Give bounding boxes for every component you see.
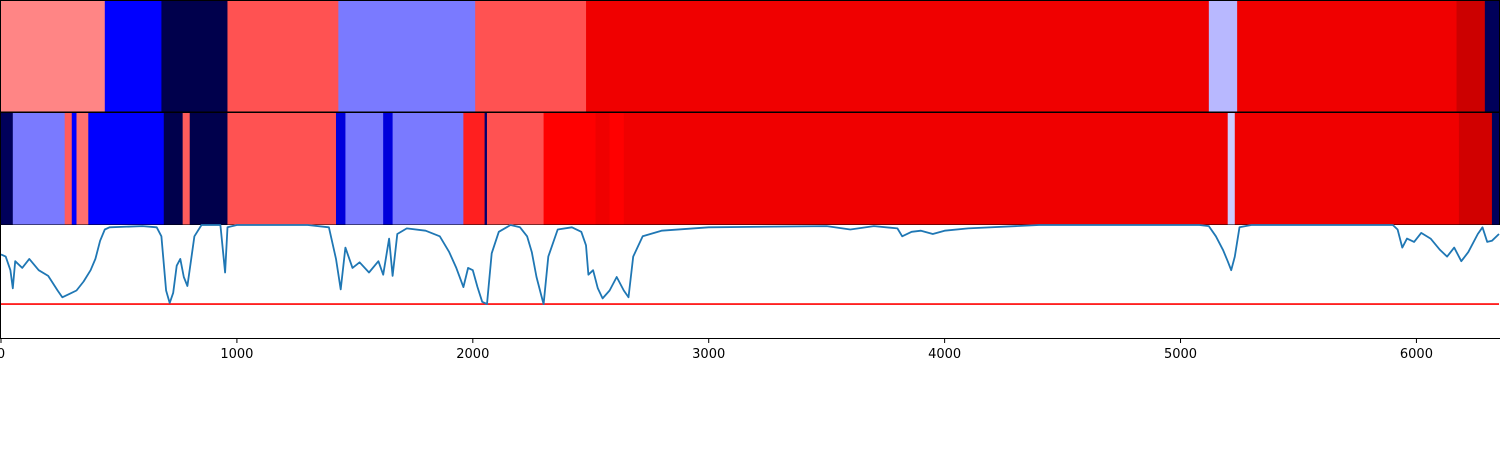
heatmap-cell xyxy=(1456,1,1486,112)
heatmap-cell xyxy=(345,113,384,225)
line-chart-panel: 0 1000 2000 3000 4000 5000 6000 xyxy=(0,224,1500,362)
x-tick-label: 4000 xyxy=(928,347,961,362)
heatmap-cell xyxy=(392,113,464,225)
heatmap-cell xyxy=(12,113,66,225)
heatmap-cell xyxy=(227,113,337,225)
x-tick-label: 0 xyxy=(0,347,5,362)
heatmap-cell xyxy=(1458,113,1493,225)
heatmap-cell xyxy=(1,113,14,225)
heatmap-cell xyxy=(161,1,229,112)
heatmap-cell xyxy=(623,113,653,225)
heatmap-cell xyxy=(1491,113,1500,225)
heatmap-cell xyxy=(1237,1,1458,112)
heatmap-cell xyxy=(586,1,1210,112)
heatmap-cell xyxy=(104,1,163,112)
heatmap-cell xyxy=(1484,1,1500,112)
heatmap-cell xyxy=(486,113,545,225)
heatmap-cell xyxy=(595,113,611,225)
heatmap-cell xyxy=(182,113,191,225)
heatmap-cell xyxy=(383,113,394,225)
x-tick-label: 3000 xyxy=(692,347,725,362)
heatmap-cell xyxy=(463,113,486,225)
heatmap-cell xyxy=(64,113,73,225)
heatmap-cell xyxy=(652,113,1229,225)
heatmap-cell xyxy=(1234,113,1460,225)
heatmap-band-1 xyxy=(0,0,1500,113)
heatmap-cell xyxy=(1,1,106,112)
heatmap-cell xyxy=(484,113,488,225)
heatmap-cell xyxy=(71,113,78,225)
heatmap-cell xyxy=(475,1,587,112)
x-tick-label: 2000 xyxy=(456,347,489,362)
heatmap-cell xyxy=(338,1,476,112)
x-tick-label: 1000 xyxy=(220,347,253,362)
heatmap-cell xyxy=(163,113,184,225)
heatmap-cell xyxy=(335,113,347,225)
heatmap-cell xyxy=(543,113,597,225)
heatmap-cell xyxy=(1208,1,1238,112)
x-tick-label: 5000 xyxy=(1164,347,1197,362)
heatmap-band-2 xyxy=(0,112,1500,226)
heatmap-cell xyxy=(189,113,229,225)
x-tick-label: 6000 xyxy=(1400,347,1433,362)
heatmap-cell xyxy=(609,113,625,225)
heatmap-cell xyxy=(227,1,339,112)
plot-background xyxy=(0,225,1500,338)
heatmap-cell xyxy=(1227,113,1236,225)
heatmap-cell xyxy=(76,113,89,225)
series-line xyxy=(0,224,1500,306)
heatmap-cell xyxy=(88,113,165,225)
